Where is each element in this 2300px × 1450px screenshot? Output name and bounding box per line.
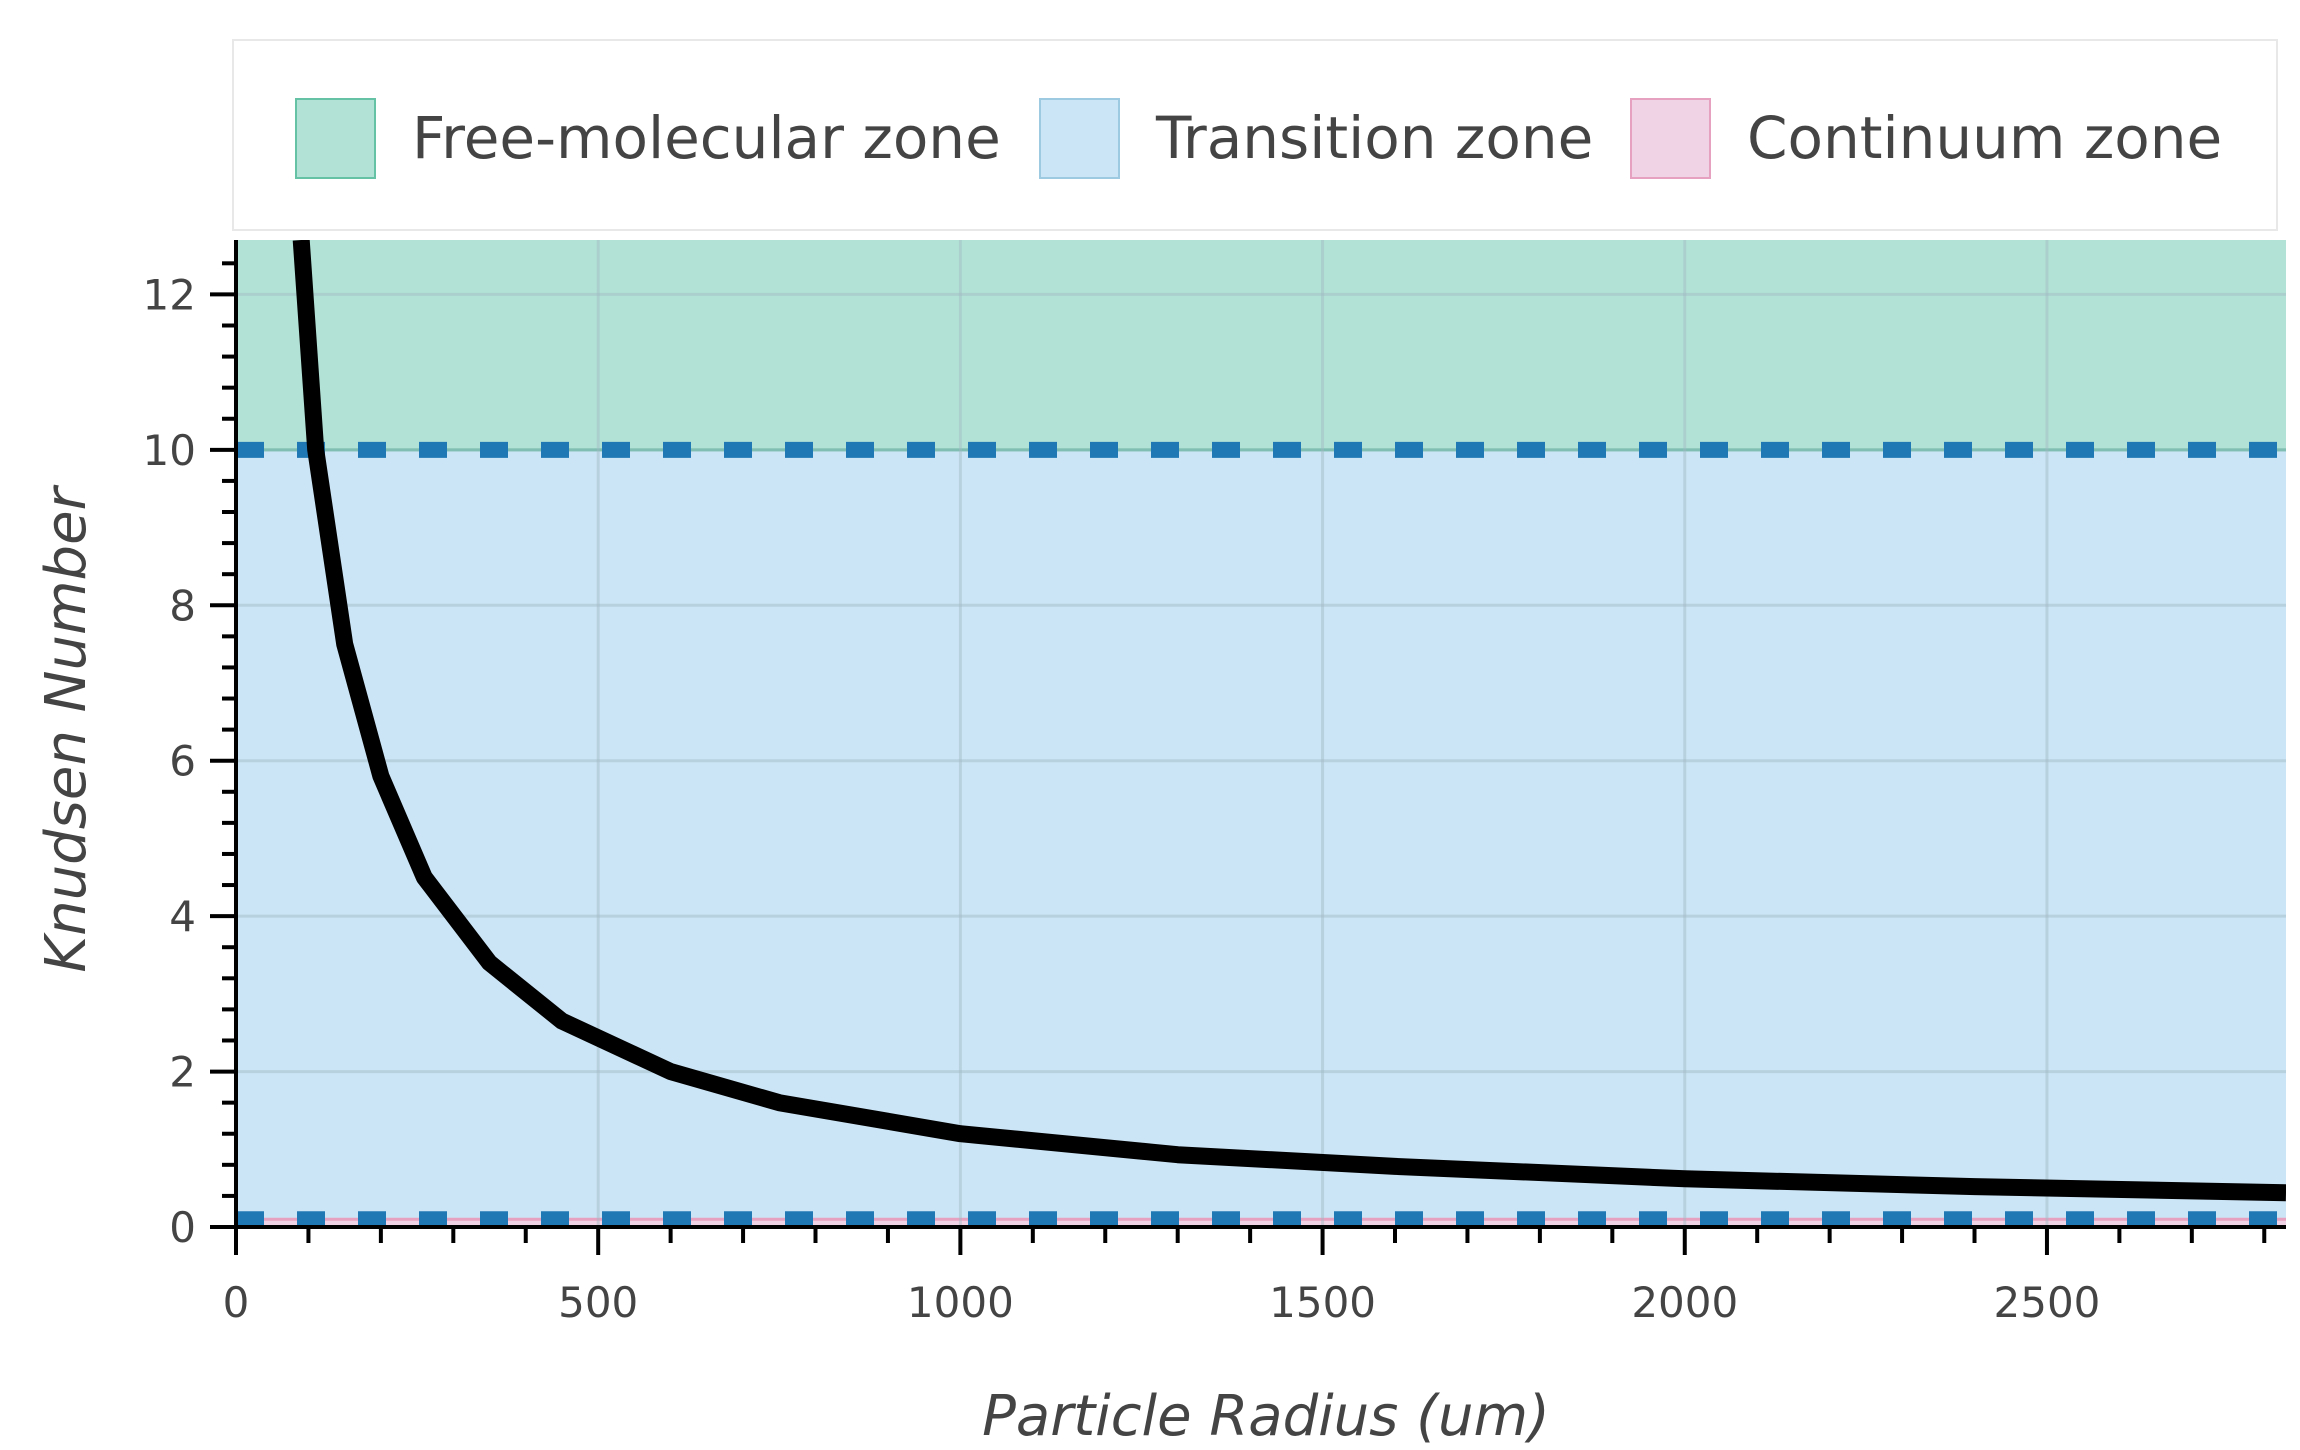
y-tick-label: 12: [143, 270, 196, 319]
x-tick-label: 1500: [1269, 1278, 1376, 1327]
zone-transition: [236, 449, 2286, 1220]
x-tick-label: 500: [558, 1278, 638, 1327]
legend: Free-molecular zone Transition zone Cont…: [232, 39, 2278, 231]
legend-swatch-free-molecular: [295, 98, 376, 179]
y-tick-label: 8: [169, 581, 196, 630]
y-axis-title: Knudsen Number: [34, 484, 99, 972]
series-line-knudsen: [292, 240, 2286, 1202]
y-tick-label: 10: [143, 426, 196, 475]
legend-label-continuum: Continuum zone: [1747, 104, 2222, 172]
x-tick-label: 0: [223, 1278, 250, 1327]
x-tick-label: 1000: [907, 1278, 1014, 1327]
x-tick-label: 2500: [1994, 1278, 2101, 1327]
y-tick-label: 6: [169, 737, 196, 786]
legend-label-free-molecular: Free-molecular zone: [412, 104, 1001, 172]
y-tick-label: 0: [169, 1203, 196, 1252]
zone-continuum: [236, 1219, 2286, 1227]
y-tick-label: 2: [169, 1048, 196, 1097]
plot-area: 0 500 1000 1500 2000 2500 0 2 4 6 8 10 12: [143, 240, 2286, 1327]
zone-free-molecular: [236, 240, 2286, 450]
legend-swatch-continuum: [1630, 98, 1711, 179]
y-tick-label: 4: [169, 892, 196, 941]
x-tick-label: 2000: [1631, 1278, 1738, 1327]
legend-label-transition: Transition zone: [1155, 104, 1593, 172]
legend-box: [232, 39, 2278, 231]
legend-swatch-transition: [1039, 98, 1120, 179]
x-axis-title: Particle Radius (um): [982, 1384, 1550, 1449]
